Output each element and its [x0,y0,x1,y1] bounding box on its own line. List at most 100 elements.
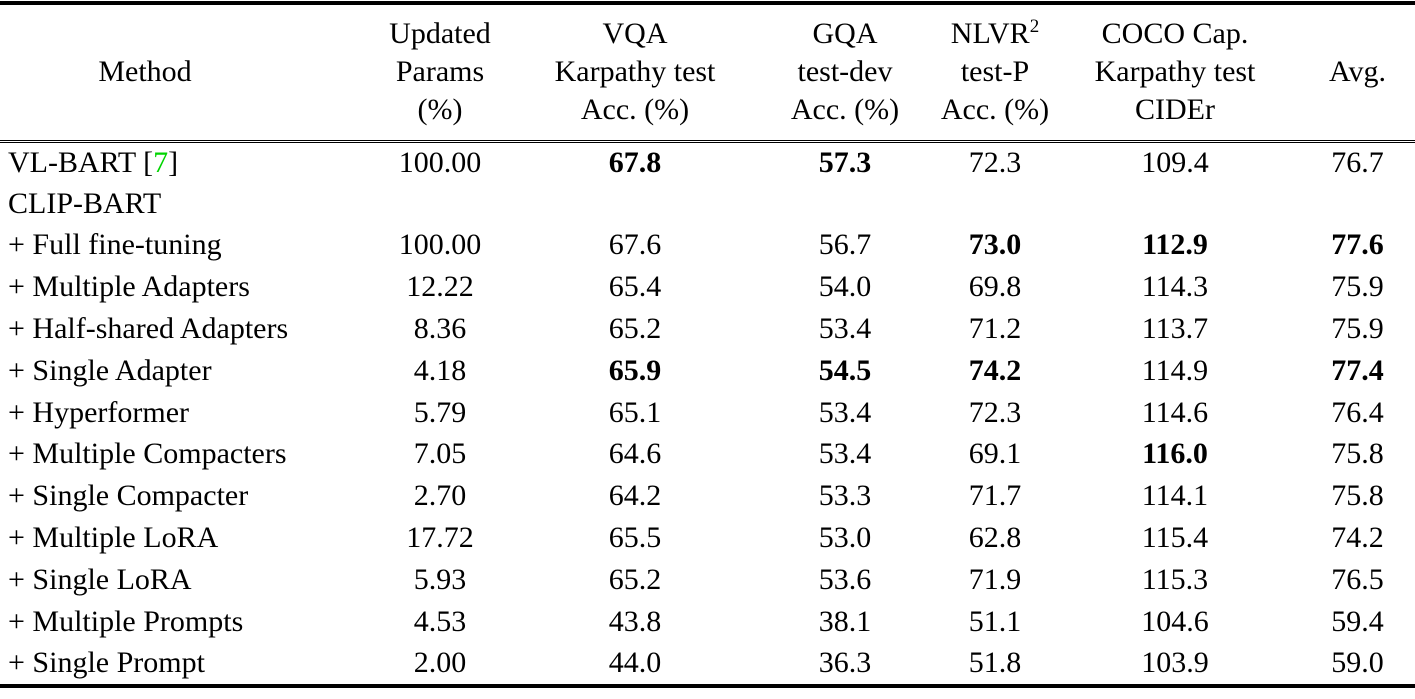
method-label: ] [168,145,179,179]
cell-vqa [520,183,750,225]
cell-gqa: 38.1 [818,604,872,638]
method-cell: + Multiple Compacters [8,437,287,471]
col-header-coco-cap: COCO Cap. Karpathy test CIDEr [1050,5,1300,143]
cell-updated-params: 7.05 [413,437,467,471]
cell-vqa: 64.2 [608,479,662,513]
cell-updated-params [360,183,520,225]
col-header-updated-params: Updated Params (%) [360,5,520,143]
cell-coco-cap: 115.3 [1141,562,1209,596]
header-line: Karpathy test [1094,55,1256,89]
cell-gqa: 36.3 [818,646,872,680]
cell-avg: 76.4 [1331,395,1384,429]
method-cell: VL-BART [7] [0,141,360,183]
cell-coco-cap: 114.1 [1141,479,1209,513]
header-line: NLVR2 [950,16,1040,51]
header-line: Avg. [1329,55,1386,89]
header-line: test-P [960,55,1030,89]
cell-avg: 75.9 [1331,270,1384,304]
cell-gqa: 54.0 [818,270,872,304]
cell-coco-cap: 104.6 [1141,604,1209,638]
header-line: Method [98,55,192,89]
table-row: + Hyperformer 5.79 65.1 53.4 72.3 114.6 76.4 [0,392,1415,434]
cell-nlvr2: 51.8 [968,646,1022,680]
cell-avg: 77.6 [1331,228,1384,262]
method-cell: + Hyperformer [8,395,190,429]
cell-vqa: 44.0 [608,646,662,680]
method-cell: + Single LoRA [8,562,192,596]
table-row: + Single Compacter 2.70 64.2 53.3 71.7 114.1 7… [0,475,1415,517]
table-row: + Single Adapter 4.18 65.9 54.5 74.2 114.9 77.… [0,350,1415,392]
col-header-gqa: GQA test-dev Acc. (%) [750,5,940,143]
header-line: (%) [417,93,463,127]
cell-gqa: 54.5 [818,353,872,387]
table-row: + Multiple Adapters 12.22 65.4 54.0 69.8 114.… [0,266,1415,308]
cell-updated-params: 12.22 [406,270,474,304]
header-line: Acc. (%) [580,93,690,127]
method-cell: + Single Prompt [8,646,205,680]
cell-coco-cap: 115.4 [1141,521,1209,555]
cell-coco-cap: 109.4 [1141,145,1209,179]
cell-vqa: 65.1 [608,395,662,429]
cell-coco-cap: 114.6 [1141,395,1209,429]
cell-nlvr2: 69.1 [968,437,1022,471]
method-cell: + Multiple Adapters [8,270,250,304]
cell-gqa: 53.4 [818,395,872,429]
cell-coco-cap: 114.9 [1141,353,1209,387]
table-row: + Full fine-tuning 100.00 67.6 56.7 73.0 112.… [0,225,1415,267]
table-body: VL-BART [7] 100.00 67.8 57.3 72.3 109.4 76.7 CL… [0,141,1415,684]
cell-vqa: 67.6 [608,228,662,262]
cell-updated-params: 5.93 [413,562,467,596]
cell-nlvr2: 51.1 [968,604,1022,638]
superscript: 2 [1029,16,1040,38]
table-bottom-rule [0,684,1415,689]
cell-coco-cap: 116.0 [1142,437,1208,471]
cell-coco-cap: 103.9 [1141,646,1209,680]
col-header-nlvr2: NLVR2 test-P Acc. (%) [940,5,1050,143]
cell-vqa: 65.5 [608,521,662,555]
header-line: Acc. (%) [940,93,1050,127]
citation-link[interactable]: 7 [153,145,169,179]
cell-updated-params: 5.79 [413,395,467,429]
col-header-vqa: VQA Karpathy test Acc. (%) [520,5,750,143]
table-row: + Multiple LoRA 17.72 65.5 53.0 62.8 115.4 74.… [0,517,1415,559]
cell-nlvr2: 71.9 [968,562,1022,596]
table-row: + Single Prompt 2.00 44.0 36.3 51.8 103.9 59.0 [0,643,1415,685]
results-table: Method Updated Params (%) VQA Karpathy test Ac… [0,5,1415,684]
cell-coco-cap: 112.9 [1142,228,1208,262]
cell-gqa: 53.4 [818,312,872,346]
cell-avg: 76.7 [1331,145,1384,179]
cell-avg: 59.0 [1331,646,1384,680]
col-header-avg: Avg. [1300,5,1415,143]
cell-avg [1300,183,1415,225]
cell-nlvr2: 71.2 [968,312,1022,346]
table-header-row: Method Updated Params (%) VQA Karpathy test Ac… [0,5,1415,143]
table-row: + Half-shared Adapters 8.36 65.2 53.4 71.2 11… [0,308,1415,350]
table-row: + Single LoRA 5.93 65.2 53.6 71.9 115.3 76.5 [0,559,1415,601]
cell-updated-params: 8.36 [413,312,467,346]
cell-updated-params: 2.70 [413,479,467,513]
cell-gqa: 53.3 [818,479,872,513]
method-cell: + Multiple LoRA [8,521,219,555]
cell-gqa: 53.4 [818,437,872,471]
cell-coco-cap [1050,183,1300,225]
table-row: + Multiple Compacters 7.05 64.6 53.4 69.1 116… [0,434,1415,476]
cell-avg: 59.4 [1331,604,1384,638]
cell-updated-params: 100.00 [398,228,482,262]
cell-nlvr2: 72.3 [968,395,1022,429]
cell-coco-cap: 114.3 [1141,270,1209,304]
method-cell: + Full fine-tuning [8,228,222,262]
cell-updated-params: 2.00 [413,646,467,680]
cell-updated-params: 4.53 [413,604,467,638]
cell-nlvr2: 74.2 [968,353,1022,387]
header-line: Updated [389,17,491,51]
cell-nlvr2 [940,183,1050,225]
cell-updated-params: 100.00 [398,145,482,179]
header-line: COCO Cap. [1101,17,1249,51]
col-header-method: Method [0,5,360,143]
cell-vqa: 67.8 [608,145,662,179]
cell-avg: 75.8 [1331,437,1384,471]
cell-vqa: 65.2 [608,562,662,596]
header-line: test-dev [797,55,893,89]
cell-nlvr2: 73.0 [968,228,1022,262]
